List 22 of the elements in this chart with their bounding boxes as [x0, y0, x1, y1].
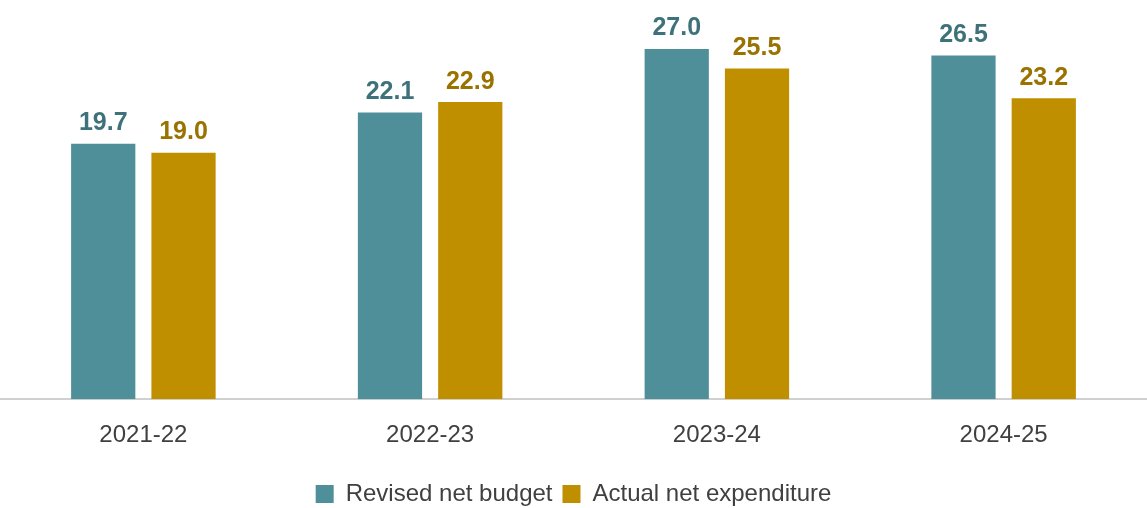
data-label: 25.5 — [732, 31, 782, 60]
bar — [1011, 98, 1076, 400]
data-label: 23.2 — [1019, 61, 1069, 90]
bar — [71, 143, 136, 400]
legend-label: Actual net expenditure — [592, 478, 832, 506]
data-label: 26.5 — [939, 18, 988, 47]
x-tick-label: 2023-24 — [672, 420, 761, 448]
bar — [151, 152, 216, 400]
x-tick-label: 2021-22 — [99, 420, 188, 448]
legend-label: Revised net budget — [345, 478, 553, 506]
bar — [644, 48, 709, 400]
data-label: 27.0 — [652, 12, 702, 41]
data-label: 22.9 — [445, 65, 495, 94]
bar — [931, 55, 996, 400]
x-tick-label: 2022-23 — [386, 420, 475, 448]
data-label: 22.1 — [365, 75, 415, 104]
data-label: 19.7 — [78, 107, 128, 136]
bar — [724, 68, 790, 400]
bar — [438, 102, 503, 400]
bar — [357, 112, 423, 400]
x-tick-label: 2024-25 — [959, 420, 1048, 448]
data-label: 19.0 — [159, 116, 208, 145]
